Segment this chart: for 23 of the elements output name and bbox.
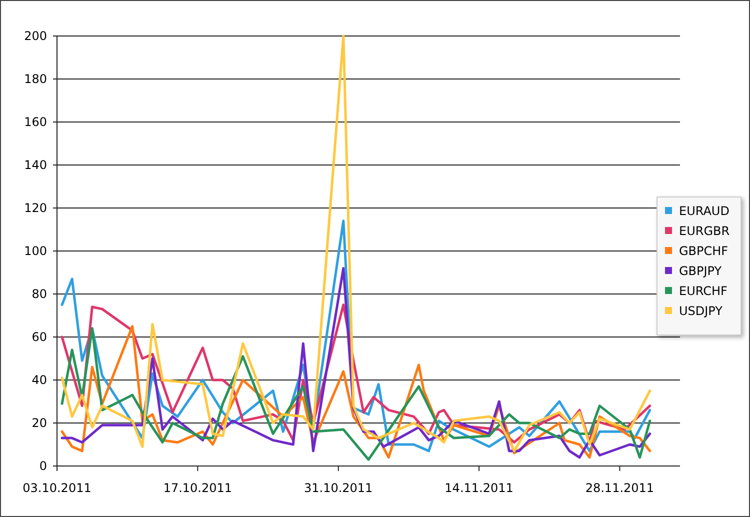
legend-label: USDJPY (679, 304, 724, 318)
legend-label: GBPCHF (679, 244, 728, 258)
x-tick-label: 14.11.2011 (444, 481, 514, 495)
x-tick-label: 31.10.2011 (304, 481, 373, 495)
x-tick-label: 28.11.2011 (585, 481, 654, 495)
y-tick-label: 40 (32, 373, 47, 388)
y-tick-label: 140 (24, 158, 47, 172)
legend-label: EURGBR (679, 224, 730, 238)
y-tick-label: 120 (24, 201, 47, 216)
y-tick-label: 0 (39, 459, 47, 474)
y-tick-label: 160 (24, 115, 47, 130)
y-tick-label: 60 (32, 330, 47, 344)
y-tick-label: 200 (24, 29, 47, 44)
y-tick-label: 100 (24, 244, 47, 258)
x-tick-label: 03.10.2011 (22, 481, 92, 495)
y-tick-label: 80 (32, 287, 47, 302)
legend-label: GBPJPY (679, 264, 722, 278)
y-tick-label: 20 (32, 416, 47, 430)
line-series (60, 34, 652, 452)
legend-label: EURCHF (679, 284, 728, 298)
legend-label: EURAUD (679, 204, 730, 218)
x-tick-label: 17.10.2011 (163, 481, 232, 495)
y-tick-label: 180 (24, 72, 47, 86)
